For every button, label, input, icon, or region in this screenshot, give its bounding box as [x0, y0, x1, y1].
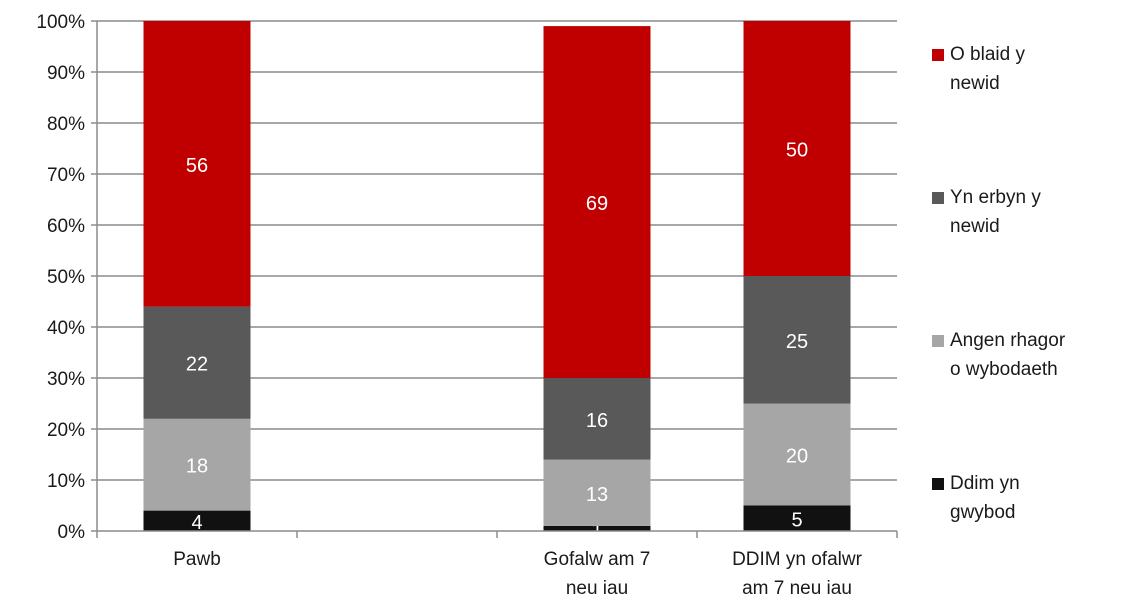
x-category-label: neu iau: [566, 578, 628, 599]
legend-label: gwybod: [950, 502, 1016, 523]
bar-segment: [543, 525, 651, 531]
legend-swatch: [932, 478, 944, 490]
y-tick-label: 60%: [47, 216, 85, 237]
data-label: 16: [586, 410, 608, 432]
data-label: 25: [786, 331, 808, 353]
data-label: 4: [191, 512, 202, 534]
y-tick-label: 50%: [47, 267, 85, 288]
legend-label: Angen rhagor: [950, 330, 1066, 351]
y-tick-label: 30%: [47, 369, 85, 390]
bar-segment: [143, 306, 251, 419]
x-category-label: Gofalw am 7: [544, 549, 651, 570]
bar-segment: [743, 403, 851, 506]
data-label: 5: [791, 509, 802, 531]
y-tick-label: 20%: [47, 420, 85, 441]
legend-label: Ddim yn: [950, 473, 1020, 494]
bar-segment: [143, 21, 251, 307]
legend-label: O blaid y: [950, 44, 1025, 65]
data-label: 56: [186, 155, 208, 177]
y-tick-label: 40%: [47, 318, 85, 339]
bar-segment: [543, 26, 651, 378]
data-label: 13: [586, 484, 608, 506]
y-tick-label: 0%: [58, 522, 86, 543]
y-tick-label: 10%: [47, 471, 85, 492]
data-label: 20: [786, 446, 808, 468]
x-category-label: Pawb: [173, 549, 221, 570]
legend-label: Yn erbyn y: [950, 187, 1041, 208]
bar-segment: [143, 510, 251, 531]
data-label: 50: [786, 140, 808, 162]
legend-swatch: [932, 49, 944, 61]
legend-label: newid: [950, 73, 1000, 94]
legend-label: o wybodaeth: [950, 359, 1058, 380]
bar-segment: [743, 21, 851, 276]
bar-segment: [543, 378, 651, 460]
y-tick-label: 90%: [47, 63, 85, 84]
bar-segment: [143, 418, 251, 511]
data-label: 22: [186, 354, 208, 376]
data-label: 18: [186, 456, 208, 478]
axes: 0% 10% 20% 30% 40% 50% 60% 70% 80% 90% 100% Pawb Gof…: [36, 12, 898, 599]
y-tick-label: 80%: [47, 114, 85, 135]
bar-segment: [743, 276, 851, 404]
y-tick-label: 100%: [36, 12, 85, 33]
legend-label: newid: [950, 216, 1000, 237]
y-tick-label: 70%: [47, 165, 85, 186]
x-category-label: am 7 neu iau: [742, 578, 852, 599]
legend: O blaid y newid Yn erbyn y newid Angen rhago…: [932, 44, 1066, 523]
legend-swatch: [932, 335, 944, 347]
x-category-label: DDIM yn ofalwr: [732, 549, 863, 570]
bar-segment: [543, 459, 651, 526]
legend-swatch: [932, 192, 944, 204]
data-label: 69: [586, 193, 608, 215]
bar-segment: [743, 505, 851, 531]
